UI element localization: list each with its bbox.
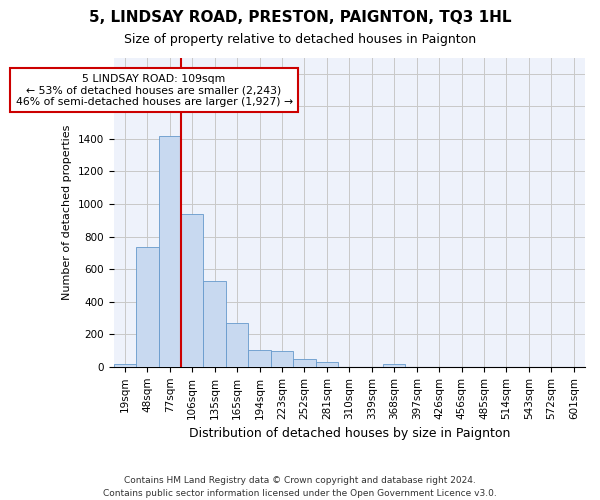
- Bar: [226, 323, 248, 367]
- Text: Contains HM Land Registry data © Crown copyright and database right 2024.
Contai: Contains HM Land Registry data © Crown c…: [103, 476, 497, 498]
- Text: Size of property relative to detached houses in Paignton: Size of property relative to detached ho…: [124, 32, 476, 46]
- Bar: [248, 350, 271, 367]
- Text: 5 LINDSAY ROAD: 109sqm
← 53% of detached houses are smaller (2,243)
46% of semi-: 5 LINDSAY ROAD: 109sqm ← 53% of detached…: [16, 74, 293, 107]
- Bar: [203, 280, 226, 367]
- X-axis label: Distribution of detached houses by size in Paignton: Distribution of detached houses by size …: [188, 427, 510, 440]
- Text: 5, LINDSAY ROAD, PRESTON, PAIGNTON, TQ3 1HL: 5, LINDSAY ROAD, PRESTON, PAIGNTON, TQ3 …: [89, 10, 511, 25]
- Bar: [158, 136, 181, 367]
- Bar: [136, 247, 158, 367]
- Y-axis label: Number of detached properties: Number of detached properties: [62, 124, 72, 300]
- Bar: [316, 362, 338, 367]
- Bar: [383, 364, 406, 367]
- Bar: [181, 214, 203, 367]
- Bar: [271, 352, 293, 367]
- Bar: [114, 364, 136, 367]
- Bar: [293, 358, 316, 367]
